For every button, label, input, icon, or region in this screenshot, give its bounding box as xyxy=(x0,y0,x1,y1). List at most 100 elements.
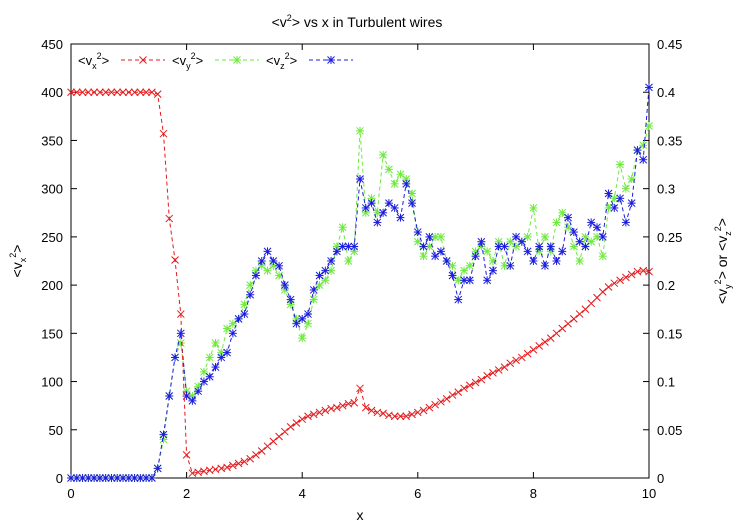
data-point xyxy=(540,232,549,241)
data-point xyxy=(367,406,376,415)
data-point xyxy=(488,257,497,265)
data-point xyxy=(639,141,648,150)
data-point xyxy=(523,247,532,256)
series-layer xyxy=(67,83,653,482)
y-axis-left-title: <vx2> xyxy=(8,245,28,278)
data-point xyxy=(587,218,596,227)
data-point xyxy=(257,447,266,455)
data-point xyxy=(408,410,416,419)
data-point xyxy=(413,228,422,237)
data-point xyxy=(494,366,503,374)
data-point xyxy=(90,474,99,482)
y-left-tick-label: 50 xyxy=(49,423,63,438)
data-point xyxy=(512,232,521,241)
data-point xyxy=(552,218,561,227)
data-point xyxy=(546,334,555,343)
data-point xyxy=(413,237,422,246)
y-left-tick-label: 300 xyxy=(41,182,63,197)
data-point xyxy=(240,300,249,309)
data-point xyxy=(448,271,457,280)
data-point xyxy=(315,271,324,280)
chart-title: <v2> vs x in Turbulent wires xyxy=(272,13,443,30)
data-point xyxy=(419,252,428,261)
data-point xyxy=(627,199,636,208)
data-point xyxy=(500,363,509,371)
data-point xyxy=(535,342,544,350)
data-point xyxy=(199,367,208,376)
data-point xyxy=(182,450,191,459)
data-point xyxy=(275,271,284,280)
data-point xyxy=(506,359,515,368)
legend-label-vy: <vy2> xyxy=(172,51,203,71)
data-point xyxy=(483,371,492,380)
y-left-tick-label: 450 xyxy=(41,37,63,52)
data-point xyxy=(569,228,578,237)
data-point xyxy=(523,349,532,358)
data-point xyxy=(107,88,116,97)
series-line-2 xyxy=(71,87,650,479)
series-2 xyxy=(67,83,653,482)
x-axis-title: x xyxy=(357,507,364,523)
data-point xyxy=(460,276,469,285)
data-point xyxy=(396,412,405,421)
data-point xyxy=(275,261,284,270)
data-point xyxy=(616,194,625,203)
data-point xyxy=(321,406,330,415)
data-point xyxy=(338,242,347,251)
data-point xyxy=(246,290,255,299)
data-point xyxy=(541,338,549,346)
data-point xyxy=(558,247,567,256)
data-point xyxy=(176,338,185,347)
data-point xyxy=(176,329,185,338)
data-point xyxy=(159,129,168,138)
data-point xyxy=(223,324,232,333)
data-point xyxy=(303,319,312,328)
data-point xyxy=(286,423,295,431)
data-point xyxy=(436,232,445,241)
data-point xyxy=(454,388,463,397)
data-point xyxy=(171,256,179,264)
data-point xyxy=(165,392,174,401)
data-point xyxy=(96,88,104,97)
data-point xyxy=(171,353,180,362)
data-point xyxy=(384,165,393,174)
data-point xyxy=(333,403,341,412)
data-point xyxy=(390,412,399,421)
data-point xyxy=(292,419,301,427)
data-point xyxy=(228,329,237,338)
data-point xyxy=(251,271,260,280)
y-right-tick-label: 0.1 xyxy=(657,375,675,390)
data-point xyxy=(304,412,312,421)
data-point xyxy=(419,242,428,251)
x-tick-label: 10 xyxy=(642,486,656,501)
data-point xyxy=(205,353,214,362)
data-point xyxy=(419,406,428,415)
data-point xyxy=(425,403,434,412)
data-point xyxy=(465,381,474,390)
data-point xyxy=(500,242,509,251)
data-point xyxy=(194,387,203,396)
x-tick-label: 0 xyxy=(67,486,74,501)
data-point xyxy=(113,88,122,97)
data-point xyxy=(483,276,492,285)
data-point xyxy=(142,88,150,97)
data-point xyxy=(517,353,526,362)
data-point xyxy=(303,310,312,319)
data-point xyxy=(223,463,231,472)
y-axis-right-title: <vy2> or <vz2> xyxy=(713,218,733,304)
data-point xyxy=(581,242,590,251)
data-point xyxy=(483,247,492,256)
data-point xyxy=(298,314,307,323)
y-left-tick-label: 200 xyxy=(41,278,63,293)
data-point xyxy=(575,237,584,246)
y-right-tick-label: 0.15 xyxy=(657,326,682,341)
data-point xyxy=(327,257,336,265)
data-point xyxy=(552,257,561,265)
data-point xyxy=(350,398,359,407)
data-point xyxy=(610,203,619,212)
series-0 xyxy=(67,88,653,478)
data-point xyxy=(477,375,486,384)
data-point xyxy=(535,242,544,251)
data-point xyxy=(309,285,318,294)
data-point xyxy=(211,338,220,347)
